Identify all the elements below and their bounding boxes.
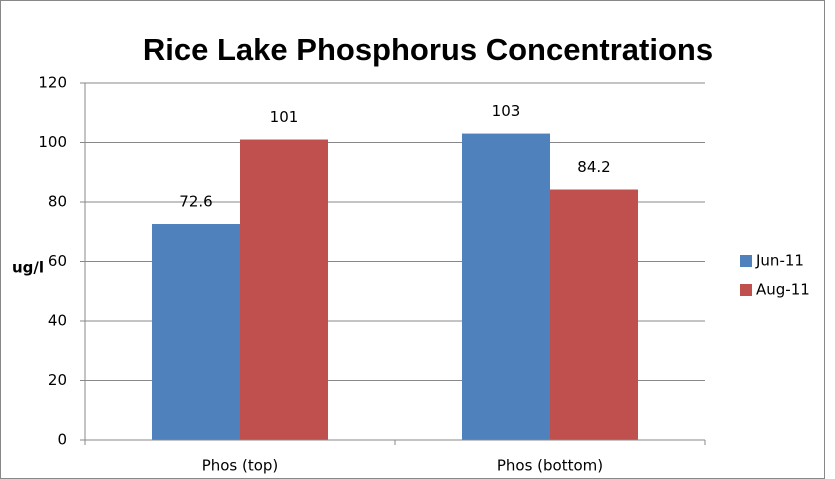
legend-swatch bbox=[740, 255, 752, 267]
data-label: 72.6 bbox=[179, 193, 212, 211]
data-label: 84.2 bbox=[577, 158, 610, 176]
chart-title: Rice Lake Phosphorus Concentrations bbox=[143, 32, 713, 67]
y-tick-label: 0 bbox=[57, 431, 67, 449]
bar bbox=[550, 189, 638, 440]
y-tick-label: 80 bbox=[48, 193, 67, 211]
y-tick-label: 20 bbox=[48, 371, 67, 389]
data-label: 101 bbox=[270, 108, 299, 126]
legend-label: Aug-11 bbox=[756, 281, 810, 299]
legend-swatch bbox=[740, 284, 752, 296]
legend-label: Jun-11 bbox=[755, 252, 804, 270]
x-tick-label: Phos (top) bbox=[202, 457, 279, 475]
data-label: 103 bbox=[492, 102, 521, 120]
y-tick-label: 120 bbox=[38, 74, 67, 92]
y-tick-label: 40 bbox=[48, 312, 67, 330]
y-tick-label: 60 bbox=[48, 252, 67, 270]
y-tick-label: 100 bbox=[38, 133, 67, 151]
bar bbox=[240, 139, 328, 440]
bar bbox=[152, 224, 240, 440]
bar bbox=[462, 133, 550, 440]
x-tick-label: Phos (bottom) bbox=[497, 457, 603, 475]
y-axis-label: ug/l bbox=[12, 259, 44, 277]
